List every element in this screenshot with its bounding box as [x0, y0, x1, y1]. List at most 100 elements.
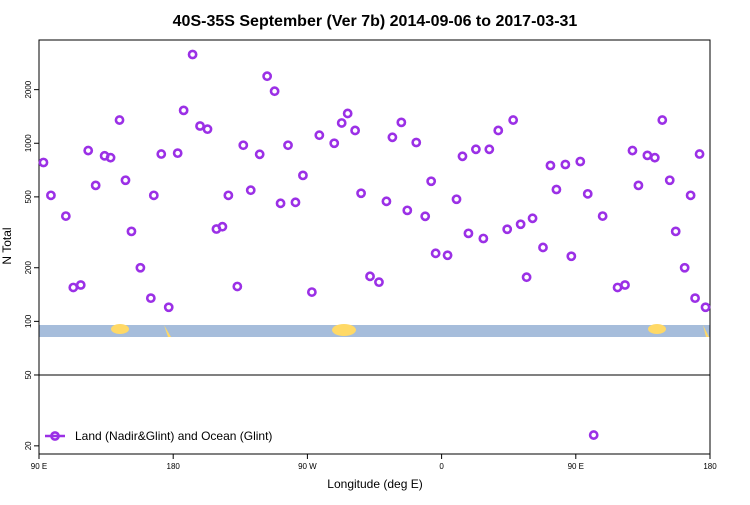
point	[314, 130, 325, 141]
point	[178, 105, 189, 116]
point	[560, 159, 571, 170]
point	[502, 224, 513, 235]
point	[484, 144, 495, 155]
legend-label: Land (Nadir&Glint) and Ocean (Glint)	[75, 429, 272, 443]
x-axis-label: Longitude (deg E)	[327, 477, 422, 491]
point	[46, 190, 56, 201]
point	[148, 190, 159, 201]
point	[195, 121, 205, 131]
point	[329, 138, 340, 149]
y-tick-label: 2000	[24, 80, 33, 98]
point	[657, 115, 668, 125]
point	[521, 272, 532, 283]
point	[685, 190, 696, 201]
point	[387, 132, 398, 143]
land	[164, 325, 171, 337]
point	[420, 211, 431, 222]
y-axis-label: N Total	[0, 227, 14, 264]
point	[690, 293, 700, 304]
point	[527, 213, 538, 224]
point	[306, 287, 317, 297]
point	[269, 86, 280, 97]
point	[120, 175, 131, 186]
point	[336, 118, 347, 128]
x-tick-label: 90 E	[568, 462, 584, 471]
point	[582, 188, 593, 199]
point	[202, 124, 213, 135]
map-strip	[39, 324, 710, 337]
point	[145, 293, 156, 304]
point	[545, 160, 556, 171]
point	[283, 140, 293, 151]
point	[172, 148, 183, 159]
point	[597, 211, 608, 221]
x-tick-label: 180	[703, 462, 717, 471]
chart-title: 40S-35S September (Ver 7b) 2014-09-06 to…	[173, 13, 578, 30]
land	[703, 325, 709, 337]
legend-marker	[50, 431, 60, 441]
point	[68, 282, 79, 293]
point	[442, 250, 453, 261]
point	[566, 251, 577, 262]
point	[75, 280, 86, 290]
point	[374, 277, 384, 288]
point	[60, 211, 71, 221]
point	[493, 125, 504, 136]
point	[396, 117, 407, 128]
y-tick-label: 100	[24, 314, 33, 328]
point	[187, 49, 198, 60]
point	[38, 157, 49, 168]
point	[356, 188, 366, 199]
land	[648, 324, 666, 334]
point	[411, 137, 422, 148]
point	[365, 271, 375, 282]
point	[575, 156, 586, 167]
x-tick-label: 180	[167, 462, 181, 471]
y-tick-label: 500	[24, 190, 33, 204]
point	[679, 262, 690, 273]
point	[163, 302, 174, 313]
point	[694, 149, 705, 159]
point	[245, 185, 256, 196]
point	[478, 233, 489, 244]
point	[275, 198, 286, 209]
point	[402, 205, 413, 216]
point	[612, 282, 623, 293]
point	[426, 176, 437, 187]
point	[664, 175, 675, 186]
ocean-band	[39, 325, 710, 337]
point	[156, 149, 167, 159]
y-tick-label: 20	[24, 441, 33, 450]
point	[633, 180, 644, 191]
point	[551, 184, 562, 195]
x-tick-label: 90 W	[298, 462, 317, 471]
point	[223, 190, 234, 201]
point	[620, 280, 630, 290]
plot-frame	[38, 39, 711, 455]
point	[83, 145, 94, 156]
point	[430, 248, 441, 259]
point	[232, 281, 243, 292]
point	[298, 170, 308, 181]
point	[515, 219, 526, 230]
point	[90, 180, 101, 191]
point	[670, 226, 681, 237]
x-tick-label: 90 E	[31, 462, 47, 471]
point	[114, 115, 125, 125]
x-tick-label: 0	[439, 462, 444, 471]
point	[451, 194, 462, 205]
point	[588, 430, 599, 440]
point	[381, 196, 392, 207]
point	[457, 151, 468, 162]
point	[470, 144, 481, 155]
point	[649, 152, 660, 163]
point	[105, 152, 116, 163]
point	[627, 145, 638, 156]
point	[538, 242, 548, 253]
point	[217, 221, 228, 232]
point	[254, 149, 265, 160]
point	[238, 140, 249, 151]
y-tick-label: 1000	[24, 134, 33, 152]
point	[508, 115, 519, 125]
